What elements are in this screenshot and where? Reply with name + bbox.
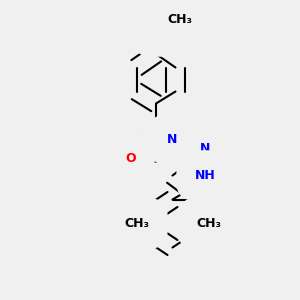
Text: CH₃: CH₃ — [196, 217, 221, 230]
Text: O: O — [125, 152, 136, 166]
Text: NH: NH — [195, 169, 216, 182]
Text: CH₃: CH₃ — [167, 13, 193, 26]
Text: N: N — [131, 133, 142, 146]
Text: CH₃: CH₃ — [124, 217, 149, 230]
Text: N: N — [167, 133, 178, 146]
Text: S: S — [152, 25, 160, 38]
Text: N: N — [200, 142, 211, 155]
